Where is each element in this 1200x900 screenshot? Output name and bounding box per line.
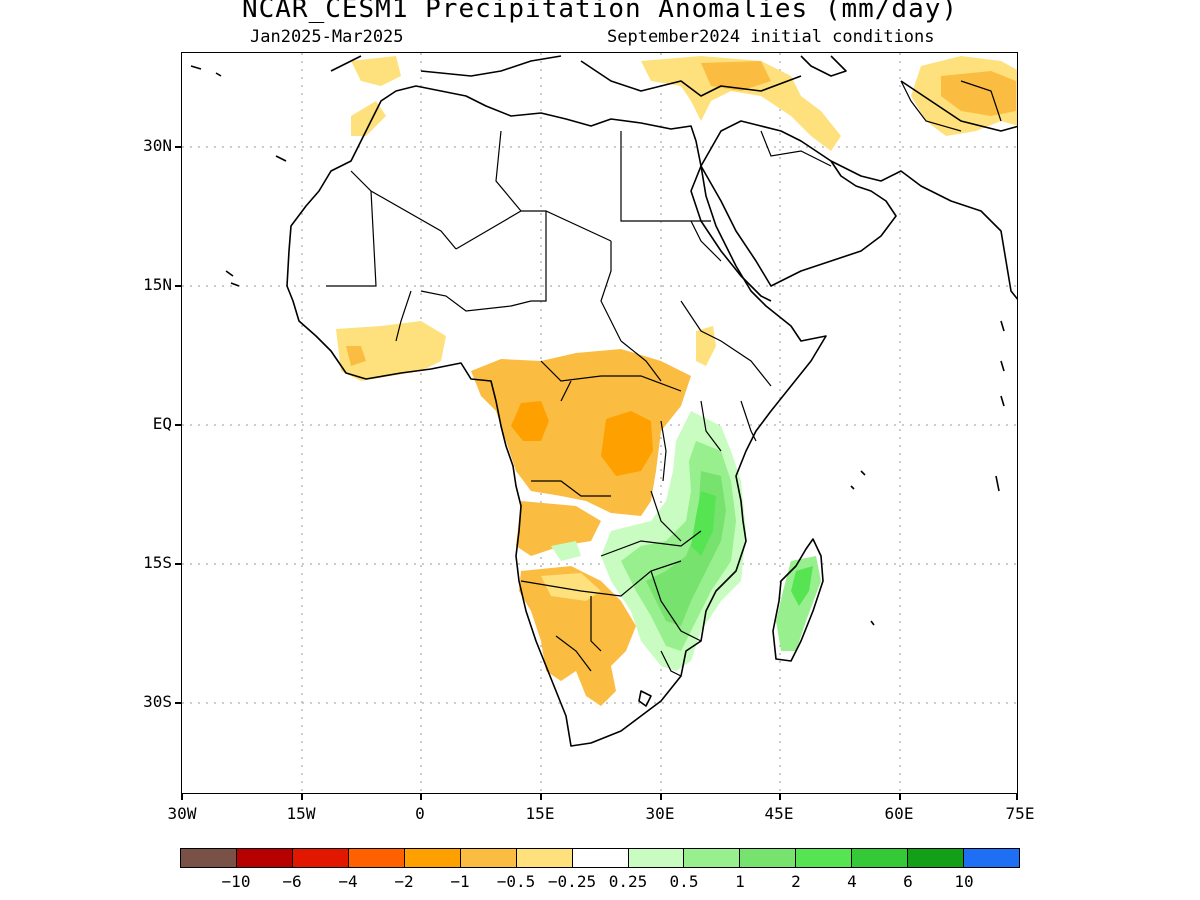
forecast-period: Jan2025-Mar2025: [250, 27, 404, 47]
colorbar-label: −0.25: [547, 872, 597, 891]
ylabel-15n: 15N: [143, 275, 172, 294]
ytick-30s: [175, 702, 182, 704]
ytick-15s: [175, 563, 182, 565]
ylabel-30n: 30N: [143, 136, 172, 155]
xlabel-0: 0: [415, 804, 425, 823]
congo-core-anomaly: [601, 411, 653, 476]
colorbar-box-2: [292, 849, 349, 867]
colorbar-box-6: [516, 849, 573, 867]
xlabel-15e: 15E: [525, 804, 555, 823]
xtick-30w: [181, 793, 183, 800]
xlabel-30w: 30W: [167, 804, 197, 823]
country-borders: [326, 80, 1002, 677]
colorbar-label: 10: [954, 872, 974, 891]
initial-conditions: September2024 initial conditions: [607, 27, 935, 47]
colorbar-box-12: [852, 849, 909, 867]
colorbar-legend: [180, 848, 1020, 868]
central-africa-dry-anomaly: [471, 349, 691, 516]
map-title: NCAR_CESM1 Precipitation Anomalies (mm/d…: [241, 0, 959, 24]
colorbar-box-0: [181, 849, 237, 867]
colorbar-label: 0.25: [608, 872, 648, 891]
colorbar-box-9: [684, 849, 741, 867]
colorbar-label: −10: [221, 872, 251, 891]
anomaly-shading: [336, 56, 1017, 706]
colorbar-label: 1: [735, 872, 745, 891]
colorbar-label: −6: [282, 872, 302, 891]
colorbar-box-11: [796, 849, 853, 867]
colorbar-label: −4: [338, 872, 358, 891]
ylabel-15s: 15S: [143, 553, 172, 572]
southern-africa-dry-anomaly: [516, 501, 601, 556]
colorbar-label: 6: [903, 872, 913, 891]
ytick-30n: [175, 146, 182, 148]
xlabel-75e: 75E: [1005, 804, 1035, 823]
africa-coastline: [286, 85, 827, 747]
xtick-45e: [779, 793, 781, 800]
xtick-15e: [540, 793, 542, 800]
precipitation-map: [181, 52, 1018, 794]
colorbar-label: −0.5: [496, 872, 536, 891]
xlabel-60e: 60E: [884, 804, 914, 823]
madagascar-coastline: [772, 538, 824, 662]
colorbar-box-14: [964, 849, 1020, 867]
map-canvas: [182, 53, 1017, 793]
xtick-60e: [899, 793, 901, 800]
colorbar-label: −2: [394, 872, 414, 891]
colorbar-label: 2: [791, 872, 801, 891]
colorbar-box-3: [348, 849, 405, 867]
colorbar-box-8: [628, 849, 685, 867]
xtick-15w: [301, 793, 303, 800]
colorbar-box-7: [572, 849, 629, 867]
ytick-eq: [175, 424, 182, 426]
ytick-15n: [175, 285, 182, 287]
xtick-30e: [660, 793, 662, 800]
xlabel-15w: 15W: [286, 804, 316, 823]
xtick-75e: [1016, 793, 1018, 800]
colorbar-box-10: [740, 849, 797, 867]
colorbar-label: −1: [450, 872, 470, 891]
colorbar-box-1: [236, 849, 293, 867]
colorbar-box-4: [404, 849, 461, 867]
west-africa-dry-anomaly: [336, 321, 446, 381]
colorbar-label: 4: [847, 872, 857, 891]
xlabel-30e: 30E: [645, 804, 675, 823]
colorbar-label: 0.5: [669, 872, 699, 891]
coastlines: [190, 55, 1017, 747]
colorbar-box-5: [460, 849, 517, 867]
ylabel-30s: 30S: [143, 692, 172, 711]
arabia-coastline: [700, 120, 897, 287]
colorbar-box-13: [908, 849, 965, 867]
xlabel-45e: 45E: [764, 804, 794, 823]
gridlines: [182, 53, 1017, 793]
ylabel-eq: EQ: [152, 414, 172, 433]
xtick-0: [420, 793, 422, 800]
